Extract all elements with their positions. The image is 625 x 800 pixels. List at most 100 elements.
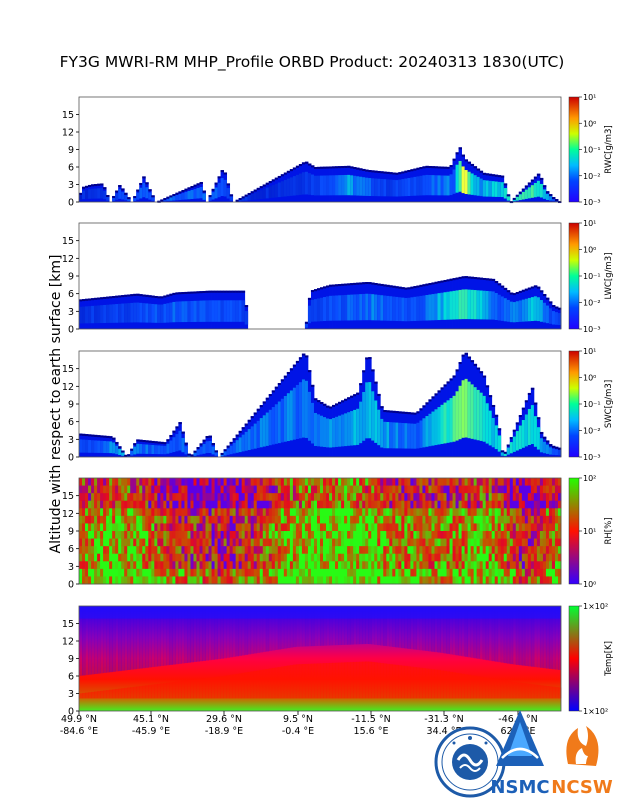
rh-cell — [341, 576, 345, 585]
cell-core — [154, 304, 158, 323]
rh-cell — [184, 538, 188, 547]
rh-cell — [347, 485, 351, 494]
rh-cell — [316, 568, 321, 577]
warm-layer — [392, 664, 396, 699]
rh-cell — [461, 531, 465, 539]
cell-top-edge — [434, 393, 438, 396]
rh-cell — [286, 523, 291, 532]
rh-cell — [506, 485, 511, 494]
rh-cell — [190, 561, 194, 570]
warm-layer — [280, 666, 285, 699]
cell-top-edge — [350, 283, 354, 286]
rh-cell — [310, 523, 315, 532]
rh-cell — [238, 576, 243, 585]
rh-cell — [500, 493, 505, 502]
cell-core — [160, 304, 164, 323]
rh-cell — [320, 493, 324, 502]
warm-layer — [419, 667, 423, 699]
cell-core — [79, 439, 83, 453]
cold-layer — [316, 606, 321, 646]
rh-cell — [181, 493, 185, 502]
cell-top-edge — [374, 170, 378, 173]
cell-top-edge — [181, 431, 185, 434]
rh-cell — [157, 485, 161, 494]
cell-core — [389, 296, 393, 321]
warm-layer — [301, 664, 306, 699]
rh-cell — [313, 515, 318, 524]
rh-cell — [142, 485, 146, 494]
rh-cell — [133, 500, 137, 509]
rh-cell — [241, 515, 246, 524]
rh-cell — [112, 478, 116, 486]
rh-cell — [401, 493, 405, 502]
cell-core — [557, 450, 562, 456]
rh-cell — [91, 485, 95, 494]
rh-cell — [389, 576, 393, 585]
rh-cell — [557, 561, 562, 570]
rh-cell — [223, 568, 228, 577]
cell-top-edge — [419, 284, 423, 287]
rh-cell — [557, 478, 562, 486]
rh-cell — [431, 538, 435, 547]
rh-cell — [491, 515, 496, 524]
rh-cell — [166, 553, 170, 562]
rh-cell — [416, 500, 420, 509]
rh-cell — [202, 561, 206, 570]
cell-top-edge — [292, 364, 297, 367]
rh-cell — [452, 576, 456, 585]
cell-core — [112, 442, 116, 454]
rh-cell — [461, 523, 465, 532]
warm-layer — [461, 673, 465, 699]
cell-top-edge — [392, 285, 396, 288]
y-tick-label: 0 — [68, 707, 74, 718]
cell-core — [392, 179, 396, 197]
rh-cell — [178, 478, 182, 486]
rh-cell — [374, 508, 378, 517]
cold-layer — [304, 606, 309, 647]
rh-cell — [383, 561, 387, 570]
warm-layer — [479, 676, 484, 699]
cell-core — [226, 448, 231, 455]
rh-cell — [265, 478, 270, 486]
cold-layer — [524, 606, 529, 666]
rh-cell — [368, 478, 372, 486]
rh-cell — [259, 508, 264, 517]
cell-core — [172, 437, 176, 453]
rh-cell — [545, 523, 550, 532]
cell-top-edge — [238, 430, 243, 433]
cell-top-edge — [323, 286, 327, 289]
rh-cell — [446, 478, 450, 486]
cell-top-edge — [148, 295, 152, 298]
upper-cold-band — [79, 606, 561, 619]
cell-top-edge — [377, 393, 381, 396]
rh-cell — [199, 508, 203, 517]
rh-cell — [214, 546, 218, 555]
rh-cell — [133, 515, 137, 524]
rh-cell — [452, 553, 456, 562]
rh-cell — [121, 576, 125, 585]
rh-cell — [497, 493, 502, 502]
cell-top-edge — [250, 416, 255, 419]
cold-layer — [256, 606, 261, 653]
rh-cell — [410, 568, 414, 577]
rh-cell — [428, 553, 432, 562]
cell-core — [524, 414, 529, 447]
rh-cell — [458, 508, 462, 517]
cell-top-edge — [332, 404, 336, 407]
rh-cell — [88, 515, 92, 524]
rh-cell — [130, 515, 134, 524]
rh-cell — [416, 546, 420, 555]
rh-cell — [313, 493, 318, 502]
cold-layer — [181, 606, 185, 664]
rh-cell — [196, 561, 200, 570]
cell-core — [464, 289, 469, 320]
warm-layer — [106, 690, 110, 699]
rh-cell — [440, 568, 444, 577]
rh-cell — [434, 568, 438, 577]
rh-cell — [374, 478, 378, 486]
cell-core — [241, 434, 246, 452]
warm-layer — [335, 662, 339, 699]
rh-cell — [211, 561, 215, 570]
cell-core — [238, 300, 243, 322]
rh-cell — [446, 568, 450, 577]
